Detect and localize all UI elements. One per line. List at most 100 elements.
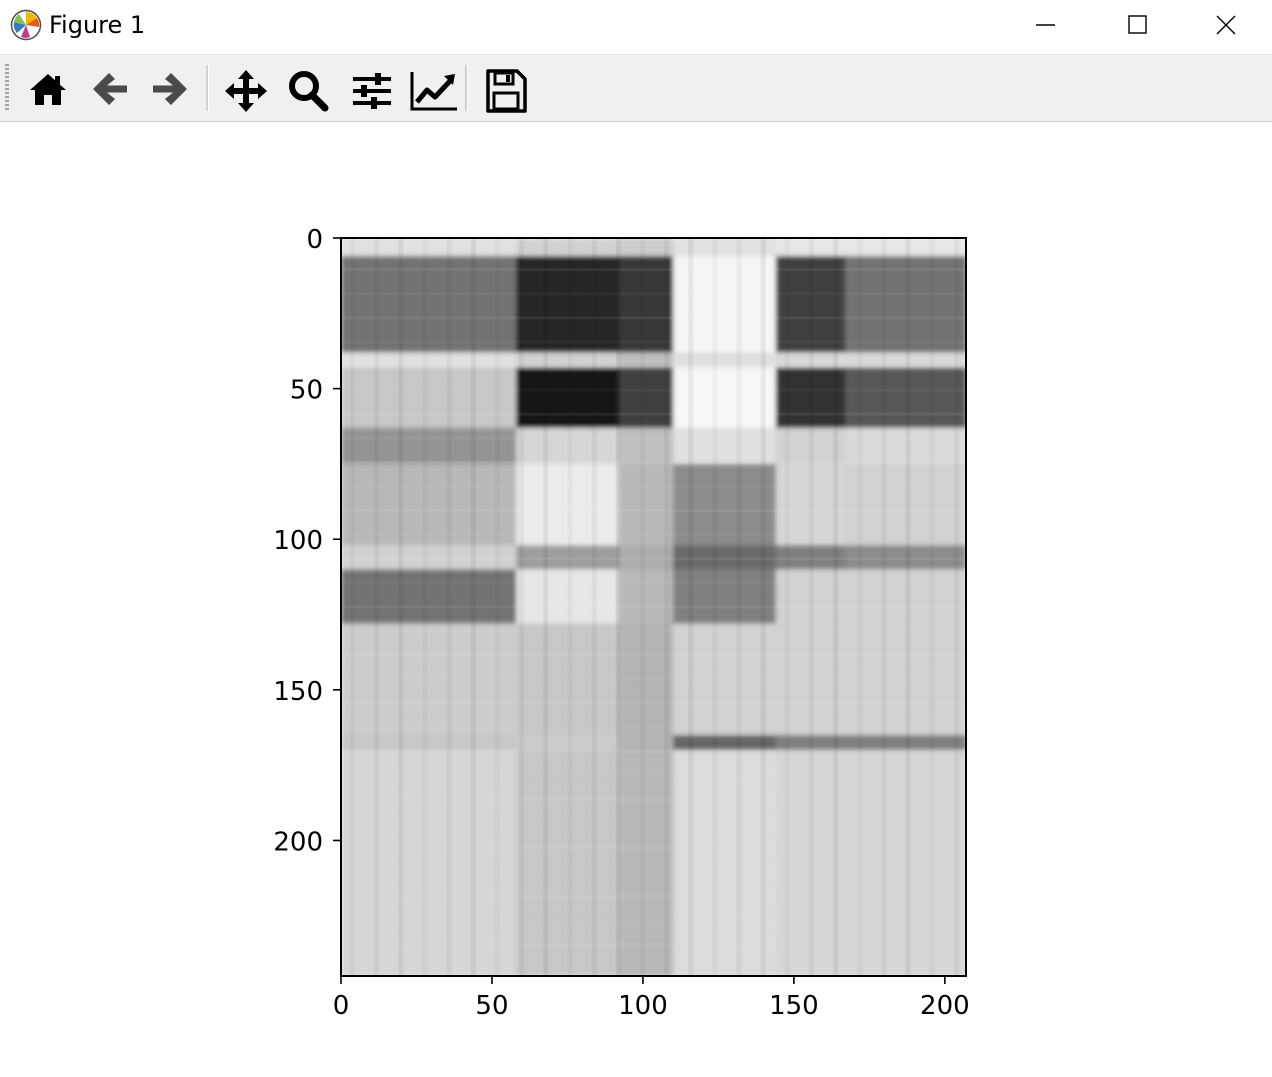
heatmap-cell bbox=[673, 623, 777, 736]
texture-column bbox=[760, 238, 766, 976]
heatmap-cell bbox=[673, 463, 777, 546]
heatmap-cell bbox=[341, 256, 517, 353]
sliders-icon bbox=[353, 73, 391, 109]
x-tick-label: 100 bbox=[618, 991, 668, 1021]
home-button[interactable] bbox=[22, 65, 72, 111]
heatmap-cell bbox=[341, 735, 517, 751]
heatmap-cell bbox=[341, 545, 517, 570]
toolbar-separator bbox=[206, 65, 209, 111]
texture-row bbox=[341, 822, 966, 826]
heatmap-cell bbox=[673, 569, 777, 625]
heatmap-cell bbox=[673, 427, 777, 465]
close-button[interactable] bbox=[1180, 0, 1272, 52]
x-tick-label: 200 bbox=[920, 991, 970, 1021]
configure-subplots-button[interactable] bbox=[344, 65, 394, 111]
heatmap-cell bbox=[845, 623, 966, 736]
x-tick-label: 0 bbox=[333, 991, 350, 1021]
heatmap-cell bbox=[341, 352, 517, 369]
texture-row bbox=[341, 412, 966, 416]
heatmap-cell bbox=[845, 367, 966, 429]
texture-row bbox=[341, 725, 966, 729]
texture-column bbox=[615, 238, 621, 976]
y-tick-label: 0 bbox=[306, 225, 323, 255]
texture-row bbox=[341, 653, 966, 657]
back-button[interactable] bbox=[84, 65, 134, 111]
texture-column bbox=[543, 238, 549, 976]
heatmap-chart[interactable]: 0 50 100 150 200 0 50 100 150 200 bbox=[0, 122, 1272, 1073]
texture-row bbox=[341, 509, 966, 513]
texture-row bbox=[341, 629, 966, 633]
heatmap-cell bbox=[341, 750, 517, 976]
maximize-button[interactable] bbox=[1092, 0, 1184, 52]
texture-row bbox=[341, 605, 966, 609]
texture-row bbox=[341, 894, 966, 898]
texture-row bbox=[341, 268, 966, 272]
figure-canvas[interactable]: 0 50 100 150 200 0 50 100 150 200 bbox=[0, 122, 1272, 1073]
x-axis: 0 50 100 150 200 bbox=[333, 976, 970, 1021]
texture-row bbox=[341, 485, 966, 489]
texture-row bbox=[341, 701, 966, 705]
texture-column bbox=[905, 238, 911, 976]
heatmap-cell bbox=[673, 367, 777, 429]
texture-row bbox=[341, 244, 966, 248]
heatmap-cell bbox=[845, 463, 966, 546]
texture-row bbox=[341, 557, 966, 561]
heatmap-cell bbox=[673, 238, 777, 257]
texture-row bbox=[341, 436, 966, 440]
window-title: Figure 1 bbox=[49, 11, 146, 39]
heatmap-cell bbox=[618, 569, 674, 625]
texture-row bbox=[341, 918, 966, 922]
texture-row bbox=[341, 364, 966, 368]
texture-row bbox=[341, 316, 966, 320]
close-icon bbox=[1216, 15, 1236, 35]
arrow-right-icon bbox=[153, 73, 187, 105]
save-button[interactable] bbox=[478, 65, 528, 113]
home-icon bbox=[30, 74, 66, 105]
texture-row bbox=[341, 942, 966, 946]
heatmap-cells bbox=[341, 238, 966, 976]
heatmap-cell bbox=[341, 569, 517, 625]
heatmap-cell bbox=[775, 545, 846, 570]
title-bar: Figure 1 bbox=[0, 0, 1272, 52]
heatmap-cell bbox=[775, 623, 846, 736]
edit-axes-button[interactable] bbox=[404, 65, 457, 111]
heatmap-cell bbox=[618, 238, 674, 257]
texture-row bbox=[341, 533, 966, 537]
y-tick-label: 150 bbox=[273, 677, 323, 707]
heatmap-cell bbox=[673, 735, 777, 751]
texture-column bbox=[470, 238, 476, 976]
heatmap-cell bbox=[618, 623, 674, 736]
heatmap-cell bbox=[516, 256, 620, 353]
heatmap-cell bbox=[775, 735, 846, 751]
heatmap-cell bbox=[673, 256, 777, 353]
minimize-button[interactable] bbox=[1000, 0, 1092, 52]
heatmap-cell bbox=[618, 256, 674, 353]
texture-row bbox=[341, 340, 966, 344]
heatmap-cell bbox=[516, 352, 620, 369]
heatmap-cell bbox=[673, 545, 777, 570]
heatmap-cell bbox=[845, 750, 966, 976]
line-chart-icon bbox=[410, 72, 457, 111]
zoom-button[interactable] bbox=[280, 65, 330, 112]
heatmap-cell bbox=[516, 367, 620, 429]
texture-row bbox=[341, 677, 966, 681]
heatmap-cell bbox=[516, 427, 620, 465]
pan-button[interactable] bbox=[218, 65, 268, 112]
forward-button[interactable] bbox=[144, 65, 194, 111]
minimize-icon bbox=[1036, 24, 1055, 26]
heatmap-cell bbox=[341, 367, 517, 429]
texture-column bbox=[374, 238, 380, 976]
maximize-icon bbox=[1128, 15, 1147, 34]
texture-column bbox=[446, 238, 452, 976]
texture-row bbox=[341, 750, 966, 754]
heatmap-cell bbox=[618, 545, 674, 570]
x-tick-label: 150 bbox=[769, 991, 819, 1021]
heatmap-cell bbox=[618, 735, 674, 751]
heatmap-cell bbox=[775, 569, 846, 625]
heatmap-cell bbox=[775, 750, 846, 976]
texture-column bbox=[881, 238, 887, 976]
heatmap-cell bbox=[845, 735, 966, 751]
heatmap-cell bbox=[775, 352, 846, 369]
toolbar-grip[interactable] bbox=[5, 64, 9, 110]
texture-column bbox=[833, 238, 839, 976]
